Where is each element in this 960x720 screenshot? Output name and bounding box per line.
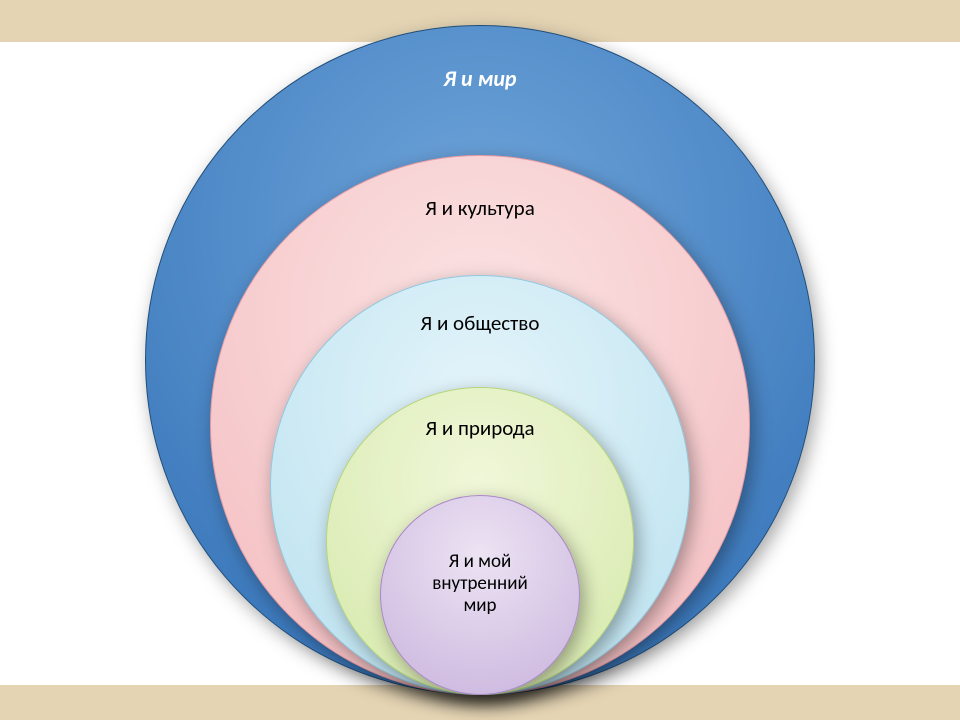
circle-label-nature: Я и природа	[327, 416, 633, 440]
diagram-page: { "canvas": { "width": 960, "height": 72…	[0, 0, 960, 720]
circle-label-society: Я и общество	[271, 311, 689, 335]
circle-inner: Я и мой внутренний мир	[380, 495, 580, 695]
circle-label-inner: Я и мой внутренний мир	[381, 551, 579, 617]
circle-label-world: Я и мир	[146, 66, 814, 91]
circle-label-culture: Я и культура	[211, 196, 749, 220]
diagram-stage: Я и мир Я и культура Я и общество Я и приро…	[0, 0, 960, 720]
